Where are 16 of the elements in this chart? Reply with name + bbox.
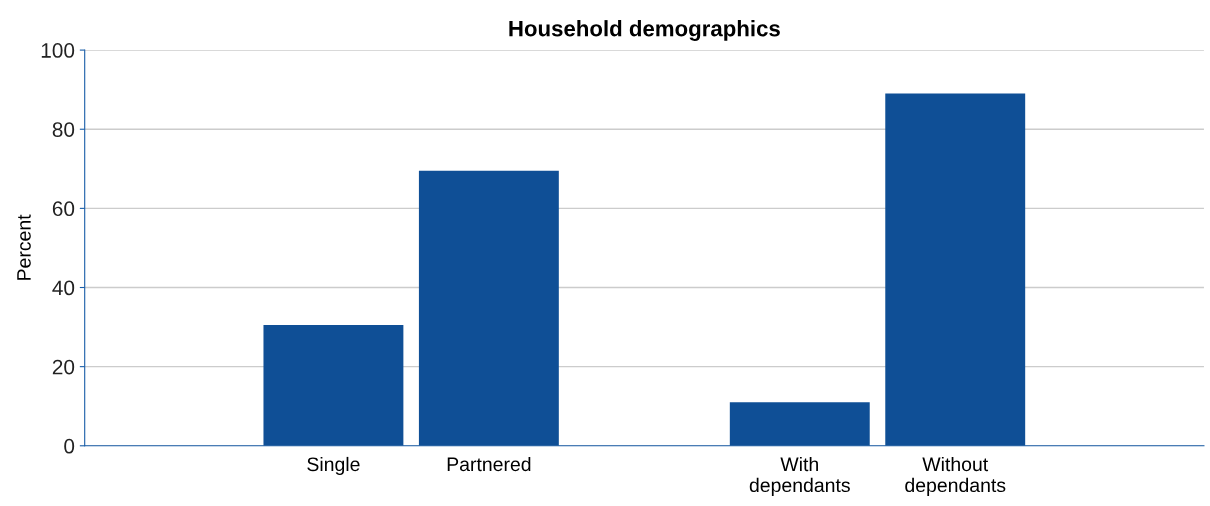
y-tick-label: 0 — [64, 438, 75, 454]
y-tick-label: 40 — [52, 280, 75, 296]
y-tick-label: 60 — [52, 201, 75, 217]
y-axis-title: Percent — [17, 214, 31, 280]
x-tick-label: Partnered — [447, 456, 531, 472]
y-tick-label: 80 — [52, 122, 75, 137]
y-tick-label: 100 — [41, 43, 75, 58]
bar — [885, 93, 1026, 446]
x-tick-label: Single — [307, 456, 360, 476]
y-tick-label: 20 — [52, 359, 75, 375]
bar — [729, 402, 870, 446]
chart-title: Household demographics — [509, 20, 780, 41]
bar — [263, 325, 404, 446]
x-tick-label: With dependants — [749, 456, 850, 496]
x-tick-label: Without dependants — [905, 456, 1006, 496]
bar — [418, 170, 559, 446]
